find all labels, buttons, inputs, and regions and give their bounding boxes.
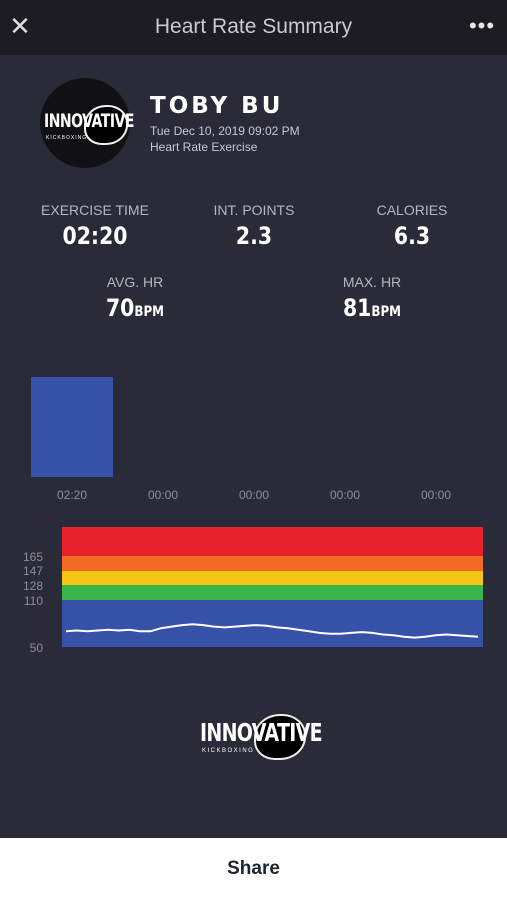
- bottom-logo-glove-icon: [254, 714, 306, 760]
- bar-tick-label: 00:00: [238, 488, 270, 502]
- exercise-time-bar-chart: 02:20 00:00 00:00 00:00 00:00: [0, 370, 507, 510]
- avg-hr-label: AVG. HR: [106, 274, 164, 290]
- zone-band-0: [62, 527, 483, 556]
- logo-subtext: KICKBOXING: [46, 135, 88, 141]
- avg-hr-number: 70: [105, 294, 135, 322]
- bar-tick-label: 00:00: [329, 488, 361, 502]
- logo-glove-icon: [84, 105, 128, 145]
- avg-hr-value: 70BPM: [67, 294, 203, 322]
- exercise-date: Tue Dec 10, 2019 09:02 PM: [150, 124, 300, 138]
- user-name: TOBY BU: [150, 93, 284, 119]
- bottom-gym-logo: INNOVATIVE KICKBOXING: [198, 712, 323, 760]
- int-points-label: INT. POINTS: [213, 202, 295, 218]
- zone-tick-label: 110: [24, 594, 43, 608]
- max-hr-unit: BPM: [371, 304, 402, 320]
- bar-tick-label: 00:00: [147, 488, 179, 502]
- bar-0: [31, 377, 113, 477]
- more-icon[interactable]: •••: [468, 13, 496, 38]
- close-icon[interactable]: ✕: [9, 11, 31, 41]
- zone-tick-label: 50: [30, 641, 44, 655]
- zone-tick-label: 147: [23, 564, 43, 578]
- exercise-time-label: EXERCISE TIME: [41, 202, 149, 218]
- max-hr-number: 81: [342, 294, 372, 322]
- zone-tick-label: 165: [23, 550, 43, 564]
- heart-rate-line: [65, 623, 479, 639]
- exercise-time-value: 02:20: [62, 222, 128, 250]
- max-hr-value: 81BPM: [304, 294, 440, 322]
- page-title: Heart Rate Summary: [154, 15, 353, 38]
- gym-logo: INNOVATIVE KICKBOXING: [40, 78, 134, 168]
- max-hr-label: MAX. HR: [342, 274, 402, 290]
- calories-value: 6.3: [393, 222, 431, 250]
- avg-hr-unit: BPM: [134, 304, 165, 320]
- top-bar: ✕ Heart Rate Summary •••: [0, 0, 507, 55]
- zone-band-4: [62, 600, 483, 647]
- bottom-logo-subtext: KICKBOXING: [202, 748, 255, 754]
- bar-tick-label: 00:00: [420, 488, 452, 502]
- calories-label: CALORIES: [376, 202, 448, 218]
- bottom-logo-text: INNOVATIVE: [200, 718, 323, 748]
- share-button[interactable]: Share: [227, 858, 280, 879]
- int-points-value: 2.3: [235, 222, 273, 250]
- exercise-type: Heart Rate Exercise: [150, 140, 258, 154]
- bar-tick-label: 02:20: [56, 488, 88, 502]
- zone-band-3: [62, 585, 483, 600]
- zone-tick-label: 128: [23, 579, 43, 593]
- zone-band-2: [62, 571, 483, 585]
- logo-text: INNOVATIVE: [44, 111, 134, 133]
- zone-band-1: [62, 556, 483, 571]
- share-bar: Share: [0, 838, 507, 900]
